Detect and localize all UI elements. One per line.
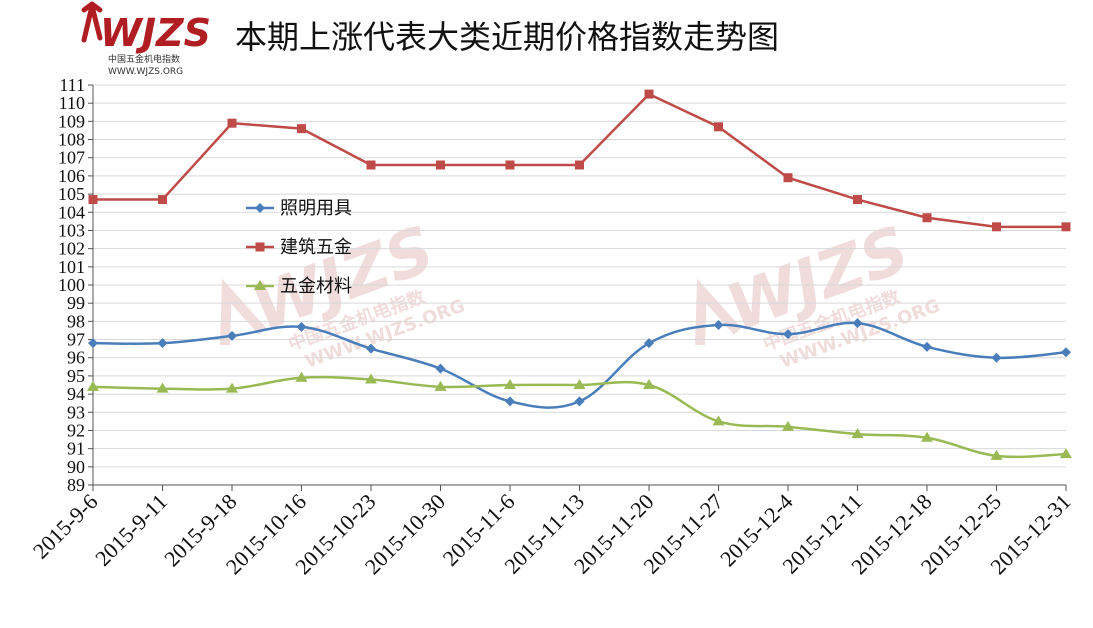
y-tick-label: 99 [67,293,85,313]
y-tick-label: 95 [67,366,85,386]
data-point [782,420,794,431]
data-point [156,382,169,393]
logo-arrow-icon [81,1,103,43]
data-point [296,321,307,332]
legend-marker [255,203,265,213]
y-tick-label: 103 [58,220,85,240]
y-tick-label: 104 [58,202,85,222]
data-point [1061,347,1071,358]
data-point [158,195,167,205]
y-tick-label: 90 [67,457,85,477]
data-point [714,122,723,132]
data-point [851,428,864,439]
x-axis-ticks: 2015-9-62015-9-112015-9-182015-10-162015… [28,485,1076,579]
legend-marker [255,242,265,252]
data-point [644,89,654,99]
y-axis-ticks: 8990919293949596979899100101102103104105… [58,75,93,495]
legend-marker [254,280,266,290]
data-point [505,160,515,170]
y-tick-label: 108 [58,130,85,150]
data-point [713,320,724,330]
data-point [295,371,308,382]
y-tick-label: 100 [58,275,85,295]
data-point [504,379,516,389]
data-point [365,373,377,384]
data-point [990,449,1003,460]
legend-item: 建筑五金 [246,237,352,258]
data-point [921,431,933,442]
data-point [783,329,793,340]
series-layer [87,89,1072,460]
y-tick-label: 92 [67,420,85,440]
chart-title: 本期上涨代表大类近期价格指数走势图 [235,18,779,56]
data-point [434,380,447,391]
data-point [922,341,932,352]
legend-label: 五金材料 [280,276,352,297]
data-point [88,338,98,349]
data-point [227,118,237,128]
data-point [297,124,306,134]
data-point [87,380,99,391]
data-point [712,415,725,426]
wjzs-logo: WJZS 中国五金机电指数 WWW.WJZS.ORG [81,1,211,77]
logo-cn-name: 中国五金机电指数 [108,53,180,65]
data-point [643,379,655,389]
data-point [853,195,862,205]
legend-item: 五金材料 [246,276,352,297]
data-point [574,396,585,407]
y-tick-label: 106 [58,166,85,186]
legend-label: 建筑五金 [280,237,352,258]
data-point [852,318,863,329]
y-tick-label: 109 [58,111,85,131]
y-tick-label: 94 [67,384,85,404]
logo-brand: WJZS [100,11,211,55]
series-1 [88,318,1071,409]
data-point [435,363,446,374]
data-point [644,338,654,349]
data-point [783,173,793,183]
data-point [1060,448,1072,459]
data-point [991,352,1002,363]
series-line [93,92,1066,229]
y-tick-label: 98 [67,311,85,331]
series-3 [87,371,1072,460]
data-point [436,160,445,170]
data-point [922,213,932,223]
legend-label: 照明用具 [280,198,352,219]
logo-url: WWW.WJZS.ORG [108,67,183,77]
y-tick-label: 102 [58,239,85,259]
y-tick-label: 105 [58,184,85,204]
data-point [366,160,376,170]
y-tick-label: 97 [67,330,85,350]
data-point [366,343,376,354]
data-point [505,396,515,407]
y-tick-label: 107 [58,148,85,168]
data-point [573,379,586,389]
series-line [92,375,1067,459]
data-point [575,160,584,170]
y-tick-label: 101 [58,257,85,277]
series-2 [88,89,1071,232]
data-point [88,195,98,205]
y-tick-label: 111 [59,75,85,95]
watermark-arrow-icon [220,278,267,346]
y-tick-label: 96 [67,348,85,368]
y-tick-label: 91 [67,439,85,459]
data-point [226,382,238,393]
data-point [157,338,168,349]
series-line [92,321,1067,409]
y-tick-label: 93 [67,402,85,422]
data-point [992,222,1001,232]
data-point [227,330,237,341]
grid-lines [93,84,1066,468]
x-tick-label: 2015-9-11 [90,489,172,571]
legend-item: 照明用具 [246,198,352,219]
y-tick-label: 110 [59,93,85,113]
y-tick-label: 89 [67,475,85,495]
data-point [1061,222,1071,232]
